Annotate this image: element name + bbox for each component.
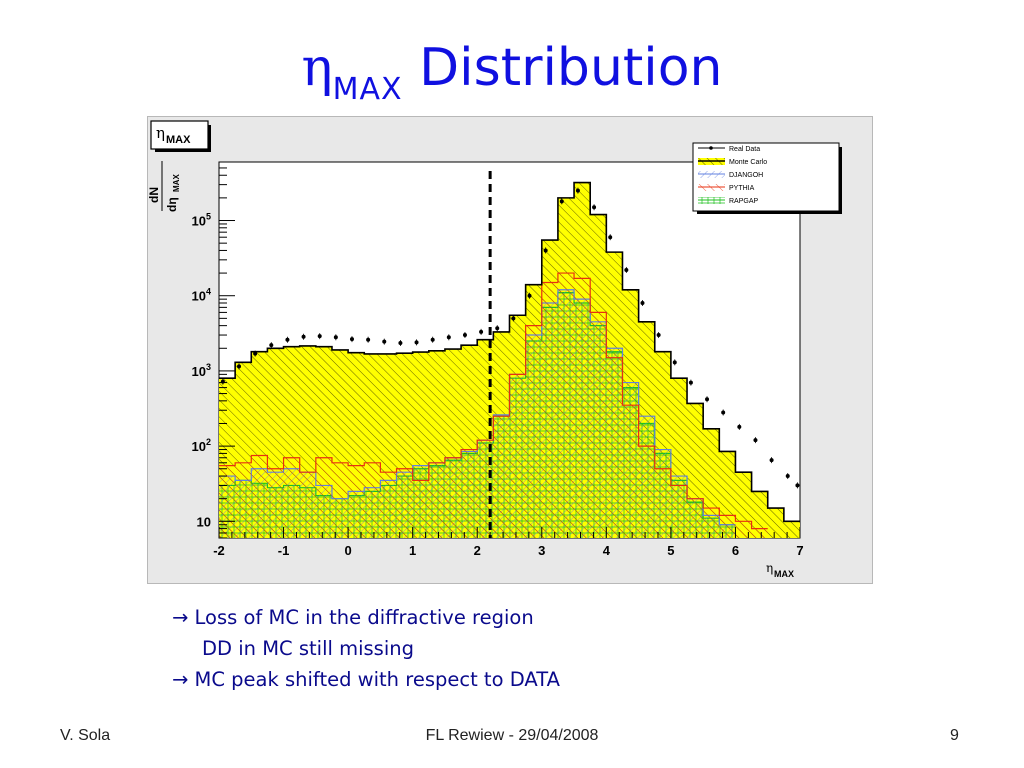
data-point — [592, 205, 597, 210]
legend-label-rapgap: RAPGAP — [729, 198, 759, 205]
data-point — [543, 248, 548, 253]
data-point — [430, 337, 435, 342]
note-line-3: → MC peak shifted with respect to DATA — [172, 668, 560, 691]
data-point — [253, 351, 258, 356]
histogram-title-box: η MAX — [150, 120, 211, 152]
x-tick-label: 3 — [538, 543, 545, 558]
data-point — [446, 335, 451, 340]
data-point — [349, 337, 354, 342]
slide-number: 9 — [950, 727, 959, 744]
title-box-subscript: MAX — [166, 134, 191, 146]
data-point — [366, 337, 371, 342]
x-tick-label: -1 — [278, 543, 290, 558]
x-tick-label: 6 — [732, 543, 739, 558]
axes-layer: -2 -1 0 1 2 3 4 5 6 7 10 102 103 104 105 — [192, 161, 804, 558]
data-point — [479, 329, 484, 334]
data-point — [705, 397, 710, 402]
data-point — [656, 333, 661, 338]
data-point — [527, 293, 532, 298]
x-axis-label: η MAX — [766, 561, 794, 579]
xlabel-symbol: η — [766, 561, 773, 575]
legend-label-pythia: PYTHIA — [729, 185, 755, 192]
data-point — [462, 333, 467, 338]
legend-item-rapgap: RAPGAP — [698, 197, 759, 205]
ylabel-numerator: dN — [147, 187, 161, 203]
x-tick-label: 0 — [344, 543, 351, 558]
data-point — [382, 339, 387, 344]
data-point — [785, 474, 790, 479]
xlabel-subscript: MAX — [774, 569, 794, 579]
data-point — [640, 301, 645, 306]
legend-label-djangoh: DJANGOH — [729, 172, 763, 179]
note-line-2: DD in MC still missing — [202, 637, 414, 660]
data-points-layer — [220, 187, 800, 489]
title-symbol: η — [301, 38, 333, 98]
title-box-symbol: η — [156, 124, 165, 142]
x-tick-label: 2 — [474, 543, 481, 558]
x-tick-label: 4 — [603, 543, 611, 558]
y-tick-label: 103 — [192, 362, 211, 379]
series-monte-carlo-outline — [219, 181, 800, 523]
y-tick-label: 102 — [192, 437, 211, 454]
data-point — [414, 340, 419, 345]
x-tick-label: 5 — [667, 543, 674, 558]
data-point — [672, 360, 677, 365]
data-point — [608, 235, 613, 240]
x-tick-label: -2 — [213, 543, 225, 558]
series-layer — [219, 181, 800, 538]
data-point — [285, 337, 290, 342]
y-tick-label: 10 — [197, 514, 211, 529]
y-axis-label: dN dη MAX — [147, 161, 181, 212]
data-point — [737, 424, 742, 429]
data-point — [559, 199, 564, 204]
data-point — [495, 326, 500, 331]
x-tick-label: 7 — [796, 543, 803, 558]
data-point — [511, 316, 516, 321]
data-point — [624, 267, 629, 272]
ylabel-denominator: dη — [165, 197, 179, 212]
data-point — [688, 380, 693, 385]
data-point — [301, 334, 306, 339]
series-pythia-outline — [219, 272, 768, 530]
slide-title: ηMAX Distribution — [0, 38, 1024, 107]
legend-item-monte-carlo: Monte Carlo — [698, 158, 767, 166]
data-point — [753, 438, 758, 443]
y-tick-label: 105 — [192, 212, 211, 229]
legend-item-pythia: PYTHIA — [698, 184, 755, 192]
data-point — [721, 410, 726, 415]
footer-event-date: FL Rewiew - 29/04/2008 — [425, 727, 599, 744]
data-point — [269, 343, 274, 348]
legend-label-monte-carlo: Monte Carlo — [729, 159, 767, 166]
histogram-chart: η MAX -2 -1 0 1 2 3 4 5 6 7 10 102 103 104 105 dN dη M… — [147, 120, 842, 579]
notes: → Loss of MC in the diffractive region D… — [172, 602, 560, 695]
data-point — [795, 483, 800, 488]
ylabel-subscript: MAX — [172, 174, 181, 192]
x-tick-label: 1 — [409, 543, 416, 558]
data-point — [398, 341, 403, 346]
series-pythia-hatch — [219, 273, 768, 538]
title-text: Distribution — [419, 38, 723, 98]
y-tick-label: 104 — [192, 287, 211, 304]
footer-author: V. Sola — [60, 727, 111, 744]
note-line-1: → Loss of MC in the diffractive region — [172, 606, 534, 629]
data-point — [317, 334, 322, 339]
legend-item-real-data: Real Data — [698, 146, 760, 153]
data-point — [237, 364, 242, 369]
title-subscript: MAX — [332, 72, 403, 107]
legend-item-djangoh: DJANGOH — [698, 171, 763, 179]
legend-label-real-data: Real Data — [729, 146, 760, 153]
data-point — [575, 188, 580, 193]
data-point — [769, 458, 774, 463]
data-point — [333, 335, 338, 340]
legend: Real Data Monte Carlo DJANGOH PYTHIA RAP… — [692, 142, 842, 214]
